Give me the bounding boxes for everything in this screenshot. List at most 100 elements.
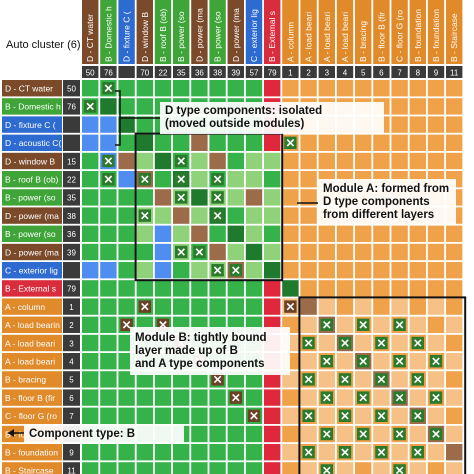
matrix-cell xyxy=(300,243,317,261)
matrix-cell xyxy=(446,425,463,443)
column-number-cell xyxy=(373,66,390,78)
matrix-cell xyxy=(409,152,426,170)
matrix-cell xyxy=(446,262,463,279)
column-number: 35 xyxy=(177,69,186,78)
matrix-cell xyxy=(427,334,445,352)
matrix-cell xyxy=(427,80,445,97)
column-number: 1 xyxy=(288,69,293,78)
matrix-cell xyxy=(264,134,281,151)
x-icon xyxy=(414,412,422,420)
matrix-cell xyxy=(318,134,335,151)
matrix-cell xyxy=(154,298,172,315)
matrix-cell xyxy=(355,298,372,315)
row-header-label: C - floor G (ro xyxy=(5,411,57,421)
matrix-cell xyxy=(336,80,354,97)
row-header-label: D - CT water xyxy=(5,84,53,94)
matrix-cell xyxy=(100,371,117,388)
column-number: 76 xyxy=(104,69,113,78)
row-number: 35 xyxy=(67,194,76,203)
matrix-cell xyxy=(409,243,426,261)
matrix-cell xyxy=(173,298,190,315)
matrix-cell xyxy=(373,298,390,315)
matrix-cell xyxy=(118,262,135,279)
matrix-cell xyxy=(209,225,226,242)
column-header-2 xyxy=(118,0,135,64)
matrix-cell xyxy=(264,262,281,279)
row-header-label: D - power (ma xyxy=(5,247,59,257)
column-header-label: B - roof B (ob) xyxy=(158,8,168,62)
column-number: 39 xyxy=(231,69,240,78)
row-header-1 xyxy=(2,98,62,115)
column-number: 70 xyxy=(140,69,149,78)
x-icon xyxy=(359,321,367,329)
matrix-cell xyxy=(391,444,408,461)
matrix-cell xyxy=(446,280,463,297)
column-number: 6 xyxy=(379,69,384,78)
matrix-cell xyxy=(355,152,372,170)
matrix-cell xyxy=(154,462,172,474)
column-number-cell xyxy=(318,66,335,78)
annotation-text: Component type: B xyxy=(29,428,135,440)
row-header-11 xyxy=(2,280,62,297)
matrix-cell xyxy=(282,171,299,188)
matrix-cell xyxy=(173,207,190,224)
x-icon xyxy=(323,321,331,329)
column-number-cell xyxy=(264,66,281,78)
matrix-cell xyxy=(118,389,135,406)
matrix-cell xyxy=(100,444,117,461)
matrix-cell xyxy=(336,243,354,261)
x-icon xyxy=(304,448,313,456)
column-number-cell xyxy=(245,66,263,78)
matrix-cell xyxy=(336,262,354,279)
matrix-cell xyxy=(209,80,226,97)
x-icon xyxy=(86,102,94,111)
matrix-cell xyxy=(154,80,172,97)
row-number-cell xyxy=(63,134,80,151)
x-icon xyxy=(213,266,222,274)
matrix-cell xyxy=(82,262,99,279)
column-number-cell xyxy=(300,66,317,78)
matrix-cell xyxy=(446,316,463,333)
matrix-cell xyxy=(336,298,354,315)
matrix-cell xyxy=(318,280,335,297)
matrix-cell xyxy=(82,298,99,315)
matrix-cell xyxy=(446,462,463,474)
x-icon xyxy=(359,357,367,365)
matrix-cell xyxy=(300,134,317,151)
matrix-cell xyxy=(318,225,335,242)
matrix-cell xyxy=(409,316,426,333)
x-icon xyxy=(213,193,222,202)
column-number: 38 xyxy=(213,69,222,78)
row-number-cell xyxy=(63,116,80,133)
row-number: 2 xyxy=(69,321,74,330)
matrix-cell xyxy=(391,243,408,261)
matrix-cell xyxy=(154,189,172,206)
row-header-label: A - load bearin xyxy=(5,320,60,330)
matrix-cell xyxy=(209,407,226,424)
row-header-14 xyxy=(2,334,62,352)
column-number-cell xyxy=(173,66,190,78)
matrix-cell xyxy=(336,225,354,242)
row-header-label: B - bracing xyxy=(5,375,46,385)
x-icon xyxy=(323,430,331,438)
matrix-cell xyxy=(264,80,281,97)
matrix-cell xyxy=(300,462,317,474)
x-icon xyxy=(141,211,149,220)
matrix-cell xyxy=(100,207,117,224)
matrix-cell xyxy=(391,116,408,133)
x-icon xyxy=(432,430,440,438)
matrix-cell xyxy=(173,462,190,474)
row-number: 11 xyxy=(67,467,76,474)
matrix-cell xyxy=(100,225,117,242)
matrix-cell xyxy=(191,134,208,151)
matrix-cell xyxy=(154,134,172,151)
row-header-label: A - load beari xyxy=(5,357,55,367)
annotation-box xyxy=(130,327,290,375)
matrix-cell xyxy=(209,462,226,474)
column-header-11 xyxy=(282,0,299,64)
matrix-cell xyxy=(264,189,281,206)
x-icon xyxy=(304,339,313,347)
column-number-cell xyxy=(227,66,244,78)
row-number: 36 xyxy=(67,230,76,239)
matrix-cell xyxy=(446,243,463,261)
